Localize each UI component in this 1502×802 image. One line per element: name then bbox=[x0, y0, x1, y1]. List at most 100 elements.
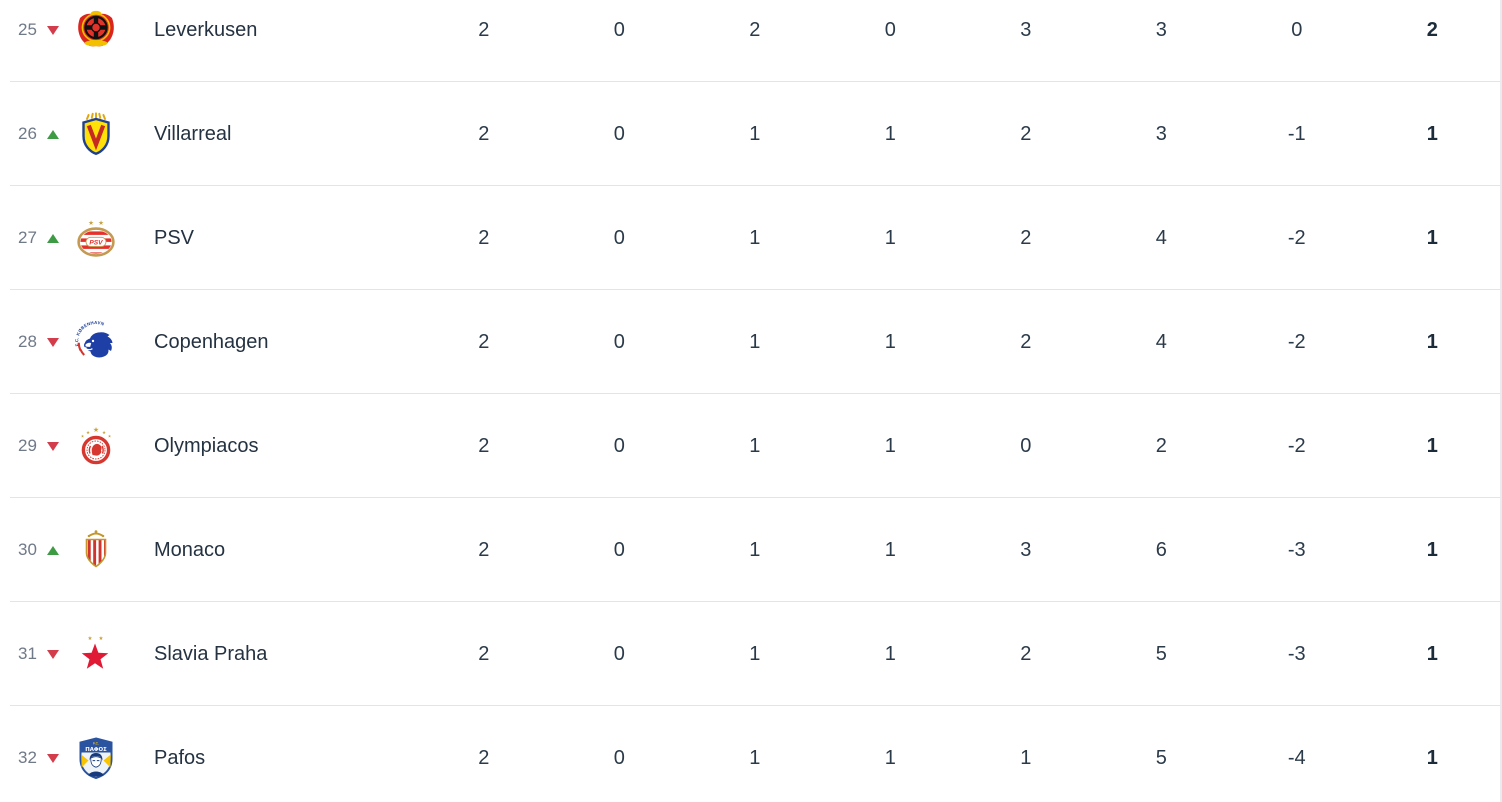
svg-text:★: ★ bbox=[86, 430, 90, 436]
stat-drawn: 1 bbox=[749, 746, 761, 769]
stat-goals-against: 4 bbox=[1155, 330, 1167, 353]
stat-goals-for: 2 bbox=[1020, 642, 1032, 665]
table-row[interactable]: 25 Leverkusen 2 0 2 0 3 3 0 2 bbox=[0, 0, 1500, 82]
rank-number: 31 bbox=[18, 644, 37, 663]
svg-text:★: ★ bbox=[102, 430, 106, 436]
stat-drawn: 2 bbox=[749, 18, 761, 41]
svg-text:ΠΑΦΟΣ: ΠΑΦΟΣ bbox=[85, 747, 107, 753]
stat-points: 1 bbox=[1426, 746, 1438, 769]
rank-down-icon bbox=[47, 337, 59, 347]
stat-lost: 1 bbox=[884, 538, 896, 561]
stat-goals-for: 0 bbox=[1020, 434, 1032, 457]
rank-number: 27 bbox=[18, 228, 37, 247]
stat-won: 0 bbox=[613, 122, 625, 145]
table-row[interactable]: 31 ★ ★ Slavia Praha 2 0 1 1 2 5 -3 1 bbox=[0, 602, 1500, 706]
villarreal-logo bbox=[74, 112, 118, 156]
svg-text:★: ★ bbox=[88, 636, 93, 642]
stat-goal-difference: -1 bbox=[1287, 122, 1306, 145]
stats-columns: 2 0 1 1 2 4 -2 1 bbox=[416, 331, 1500, 354]
stats-columns: 2 0 1 1 2 4 -2 1 bbox=[416, 227, 1500, 250]
stat-goals-for: 3 bbox=[1020, 538, 1032, 561]
stat-lost: 1 bbox=[884, 434, 896, 457]
rank-number: 25 bbox=[18, 20, 37, 39]
svg-text:PSV: PSV bbox=[89, 239, 103, 246]
stat-goals-against: 6 bbox=[1155, 538, 1167, 561]
rank-number: 30 bbox=[18, 540, 37, 559]
stat-goals-for: 2 bbox=[1020, 330, 1032, 353]
team-name[interactable]: Slavia Praha bbox=[154, 642, 268, 665]
stat-goals-for: 2 bbox=[1020, 122, 1032, 145]
stat-played: 2 bbox=[478, 18, 490, 41]
stat-played: 2 bbox=[478, 226, 490, 249]
stat-drawn: 1 bbox=[749, 226, 761, 249]
rank-down-icon bbox=[47, 753, 59, 763]
rank-number: 26 bbox=[18, 124, 37, 143]
stat-won: 0 bbox=[613, 18, 625, 41]
stat-goals-for: 2 bbox=[1020, 226, 1032, 249]
stat-drawn: 1 bbox=[749, 122, 761, 145]
stat-lost: 1 bbox=[884, 330, 896, 353]
stat-played: 2 bbox=[478, 330, 490, 353]
stat-lost: 1 bbox=[884, 642, 896, 665]
stat-drawn: 1 bbox=[749, 642, 761, 665]
stat-played: 2 bbox=[478, 538, 490, 561]
pafos-logo: F.C. ΠΑΦΟΣ bbox=[74, 736, 118, 780]
stats-columns: 2 0 2 0 3 3 0 2 bbox=[416, 19, 1500, 42]
rank-number: 32 bbox=[18, 748, 37, 767]
stat-points: 2 bbox=[1426, 18, 1438, 41]
stat-goals-against: 4 bbox=[1155, 226, 1167, 249]
team-name[interactable]: PSV bbox=[154, 226, 195, 249]
table-row[interactable]: 29 ★ ★ ★ ★ ★ Olympiacos 2 0 1 1 0 2 -2 1 bbox=[0, 394, 1500, 498]
movement-indicator bbox=[44, 753, 62, 763]
stats-columns: 2 0 1 1 3 6 -3 1 bbox=[416, 539, 1500, 562]
table-row[interactable]: 27 ★ ★ PSV PSV 2 0 1 1 2 4 -2 1 bbox=[0, 186, 1500, 290]
rank-down-icon bbox=[47, 25, 59, 35]
svg-text:★: ★ bbox=[93, 426, 99, 434]
stat-points: 1 bbox=[1426, 434, 1438, 457]
team-name[interactable]: Monaco bbox=[154, 538, 226, 561]
movement-indicator bbox=[44, 545, 62, 555]
movement-indicator bbox=[44, 649, 62, 659]
stat-goal-difference: -2 bbox=[1287, 330, 1306, 353]
svg-text:★: ★ bbox=[99, 636, 104, 642]
table-row[interactable]: 30 Monaco 2 0 1 1 3 6 -3 bbox=[0, 498, 1500, 602]
stat-won: 0 bbox=[613, 538, 625, 561]
team-name[interactable]: Olympiacos bbox=[154, 434, 259, 457]
copenhagen-logo: F.C. KØBENHAVN bbox=[74, 320, 118, 364]
stat-goals-against: 5 bbox=[1155, 746, 1167, 769]
team-name[interactable]: Villarreal bbox=[154, 122, 232, 145]
stat-goals-against: 3 bbox=[1155, 18, 1167, 41]
movement-indicator bbox=[44, 129, 62, 139]
stat-played: 2 bbox=[478, 434, 490, 457]
slavia-praha-logo: ★ ★ bbox=[74, 632, 118, 676]
stat-drawn: 1 bbox=[749, 330, 761, 353]
stat-won: 0 bbox=[613, 226, 625, 249]
table-row[interactable]: 26 Villarreal 2 0 1 1 2 3 -1 1 bbox=[0, 82, 1500, 186]
stat-won: 0 bbox=[613, 330, 625, 353]
stat-goals-for: 1 bbox=[1020, 746, 1032, 769]
movement-indicator bbox=[44, 25, 62, 35]
table-row[interactable]: 32 F.C. ΠΑΦΟΣ Pafos 2 0 1 1 1 5 -4 1 bbox=[0, 706, 1500, 802]
stat-played: 2 bbox=[478, 642, 490, 665]
stat-goals-against: 5 bbox=[1155, 642, 1167, 665]
olympiacos-logo: ★ ★ ★ ★ ★ bbox=[74, 424, 118, 468]
leverkusen-logo bbox=[74, 8, 118, 52]
svg-text:★: ★ bbox=[81, 434, 85, 439]
stats-columns: 2 0 1 1 1 5 -4 1 bbox=[416, 747, 1500, 770]
team-name[interactable]: Leverkusen bbox=[154, 18, 258, 41]
stat-goal-difference: 0 bbox=[1291, 18, 1303, 41]
team-name[interactable]: Pafos bbox=[154, 746, 206, 769]
stat-goal-difference: -2 bbox=[1287, 226, 1306, 249]
stats-columns: 2 0 1 1 0 2 -2 1 bbox=[416, 435, 1500, 458]
stat-won: 0 bbox=[613, 642, 625, 665]
rank-up-icon bbox=[47, 233, 59, 243]
team-name[interactable]: Copenhagen bbox=[154, 330, 269, 353]
stat-lost: 1 bbox=[884, 746, 896, 769]
stat-goals-for: 3 bbox=[1020, 18, 1032, 41]
rank-up-icon bbox=[47, 129, 59, 139]
stat-played: 2 bbox=[478, 746, 490, 769]
table-row[interactable]: 28 F.C. KØBENHAVN Copenhagen 2 0 1 1 2 4… bbox=[0, 290, 1500, 394]
stat-points: 1 bbox=[1426, 122, 1438, 145]
stats-columns: 2 0 1 1 2 3 -1 1 bbox=[416, 123, 1500, 146]
